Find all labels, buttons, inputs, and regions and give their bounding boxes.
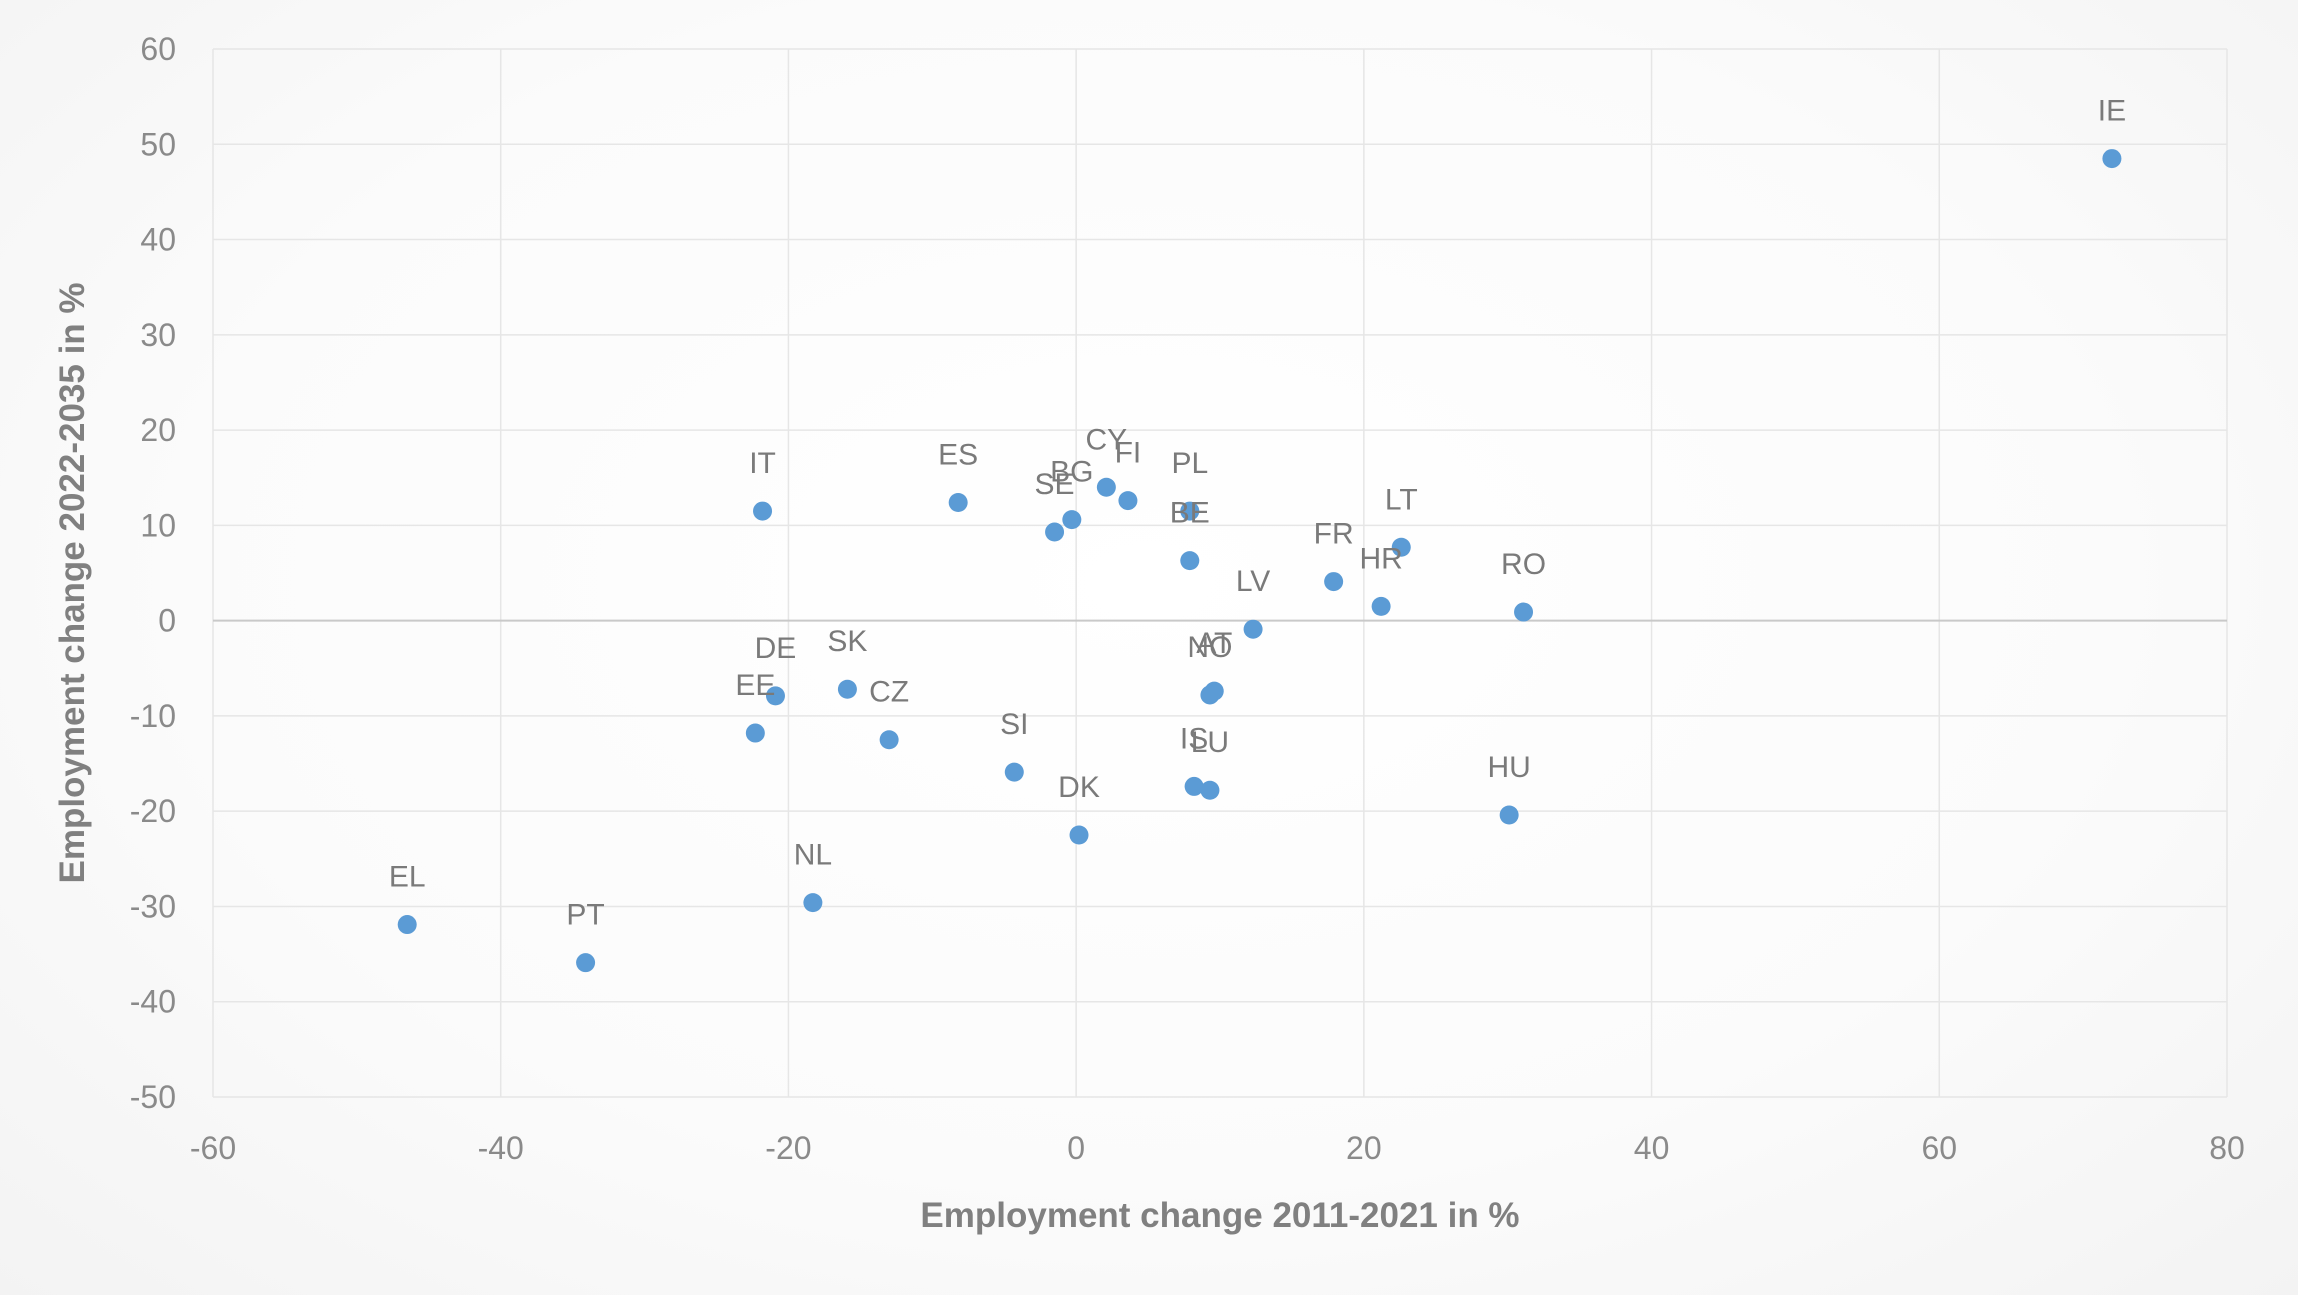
y-tick-label: 0 xyxy=(158,603,176,639)
point-label-hu: HU xyxy=(1487,751,1530,784)
vertical-gridlines xyxy=(212,49,2228,1097)
data-point-dk xyxy=(1069,825,1089,845)
point-label-de: DE xyxy=(755,632,797,665)
y-tick-label: 40 xyxy=(140,222,176,258)
point-label-ro: RO xyxy=(1501,548,1546,581)
data-point-sk xyxy=(837,679,857,699)
point-label-cz: CZ xyxy=(869,676,909,709)
y-axis-tick-labels: -50 -40 -30 -20 -10 0 10 20 30 40 50 60 xyxy=(130,31,176,1115)
data-point-be xyxy=(1180,551,1200,571)
point-label-se: SE xyxy=(1035,468,1075,501)
point-label-pl: PL xyxy=(1171,447,1208,480)
x-tick-label: 20 xyxy=(1346,1130,1382,1166)
point-label-no: NO xyxy=(1187,631,1232,664)
x-axis-title: Employment change 2011-2021 in % xyxy=(920,1196,1519,1235)
point-label-el: EL xyxy=(389,861,426,894)
data-point-fi xyxy=(1118,491,1138,511)
point-label-is: IS xyxy=(1180,722,1208,755)
y-tick-label: -10 xyxy=(130,698,176,734)
point-label-bg: BG xyxy=(1050,456,1093,489)
y-tick-label: 10 xyxy=(140,507,176,543)
y-tick-label: 60 xyxy=(140,31,176,67)
point-label-at: AT xyxy=(1196,627,1232,660)
point-label-sk: SK xyxy=(827,625,867,658)
data-point-ro xyxy=(1514,602,1534,622)
point-label-pt: PT xyxy=(566,899,604,932)
x-axis-tick-labels: -60 -40 -20 0 20 40 60 80 xyxy=(190,1130,2245,1166)
data-point-cy xyxy=(1096,477,1116,497)
point-label-ee: EE xyxy=(735,669,775,702)
data-point-de xyxy=(765,686,785,706)
data-point-se xyxy=(1045,522,1065,542)
x-tick-label: -20 xyxy=(765,1130,811,1166)
data-point-lu xyxy=(1200,780,1220,800)
point-label-it: IT xyxy=(749,447,776,480)
point-label-si: SI xyxy=(1000,708,1028,741)
point-label-lu: LU xyxy=(1191,726,1229,759)
point-label-es: ES xyxy=(938,438,978,471)
point-label-be: BE xyxy=(1170,497,1210,530)
data-point-nl xyxy=(803,893,823,913)
point-label-hr: HR xyxy=(1359,542,1402,575)
y-tick-label: -20 xyxy=(130,793,176,829)
data-point-es xyxy=(948,492,968,512)
y-tick-label: 30 xyxy=(140,317,176,353)
horizontal-gridlines xyxy=(213,48,2227,1098)
point-label-lt: LT xyxy=(1385,483,1418,516)
data-point-fr xyxy=(1324,572,1344,592)
point-label-lv: LV xyxy=(1236,565,1270,598)
data-point-pt xyxy=(576,953,596,973)
data-point-lv xyxy=(1243,619,1263,639)
point-label-fi: FI xyxy=(1115,437,1142,470)
point-label-cy: CY xyxy=(1086,423,1128,456)
data-point-lt xyxy=(1391,537,1411,557)
point-label-nl: NL xyxy=(794,839,832,872)
data-point-ee xyxy=(745,723,765,743)
data-point-cz xyxy=(879,730,899,750)
x-tick-label: 40 xyxy=(1634,1130,1670,1166)
data-point-ie xyxy=(2102,149,2122,169)
data-point-hu xyxy=(1499,805,1519,825)
y-tick-label: -30 xyxy=(130,888,176,924)
x-tick-label: 80 xyxy=(2209,1130,2245,1166)
x-tick-label: 60 xyxy=(1921,1130,1957,1166)
y-axis-title: Employment change 2022-2035 in % xyxy=(53,282,92,883)
y-tick-label: -40 xyxy=(130,984,176,1020)
data-point-pl xyxy=(1180,501,1200,521)
point-label-dk: DK xyxy=(1058,771,1100,804)
data-point-is xyxy=(1184,776,1204,796)
x-tick-label: 0 xyxy=(1067,1130,1085,1166)
x-tick-label: -40 xyxy=(478,1130,524,1166)
point-label-ie: IE xyxy=(2098,95,2126,128)
x-tick-label: -60 xyxy=(190,1130,236,1166)
data-point-it xyxy=(753,501,773,521)
data-point-bg xyxy=(1062,510,1082,530)
y-tick-label: 20 xyxy=(140,412,176,448)
data-point-el xyxy=(397,915,417,935)
data-point-no xyxy=(1200,685,1220,705)
data-points xyxy=(397,149,2122,973)
y-tick-label: -50 xyxy=(130,1079,176,1115)
data-point-hr xyxy=(1371,596,1391,616)
y-tick-label: 50 xyxy=(140,126,176,162)
point-label-fr: FR xyxy=(1314,518,1354,551)
data-point-si xyxy=(1004,762,1024,782)
